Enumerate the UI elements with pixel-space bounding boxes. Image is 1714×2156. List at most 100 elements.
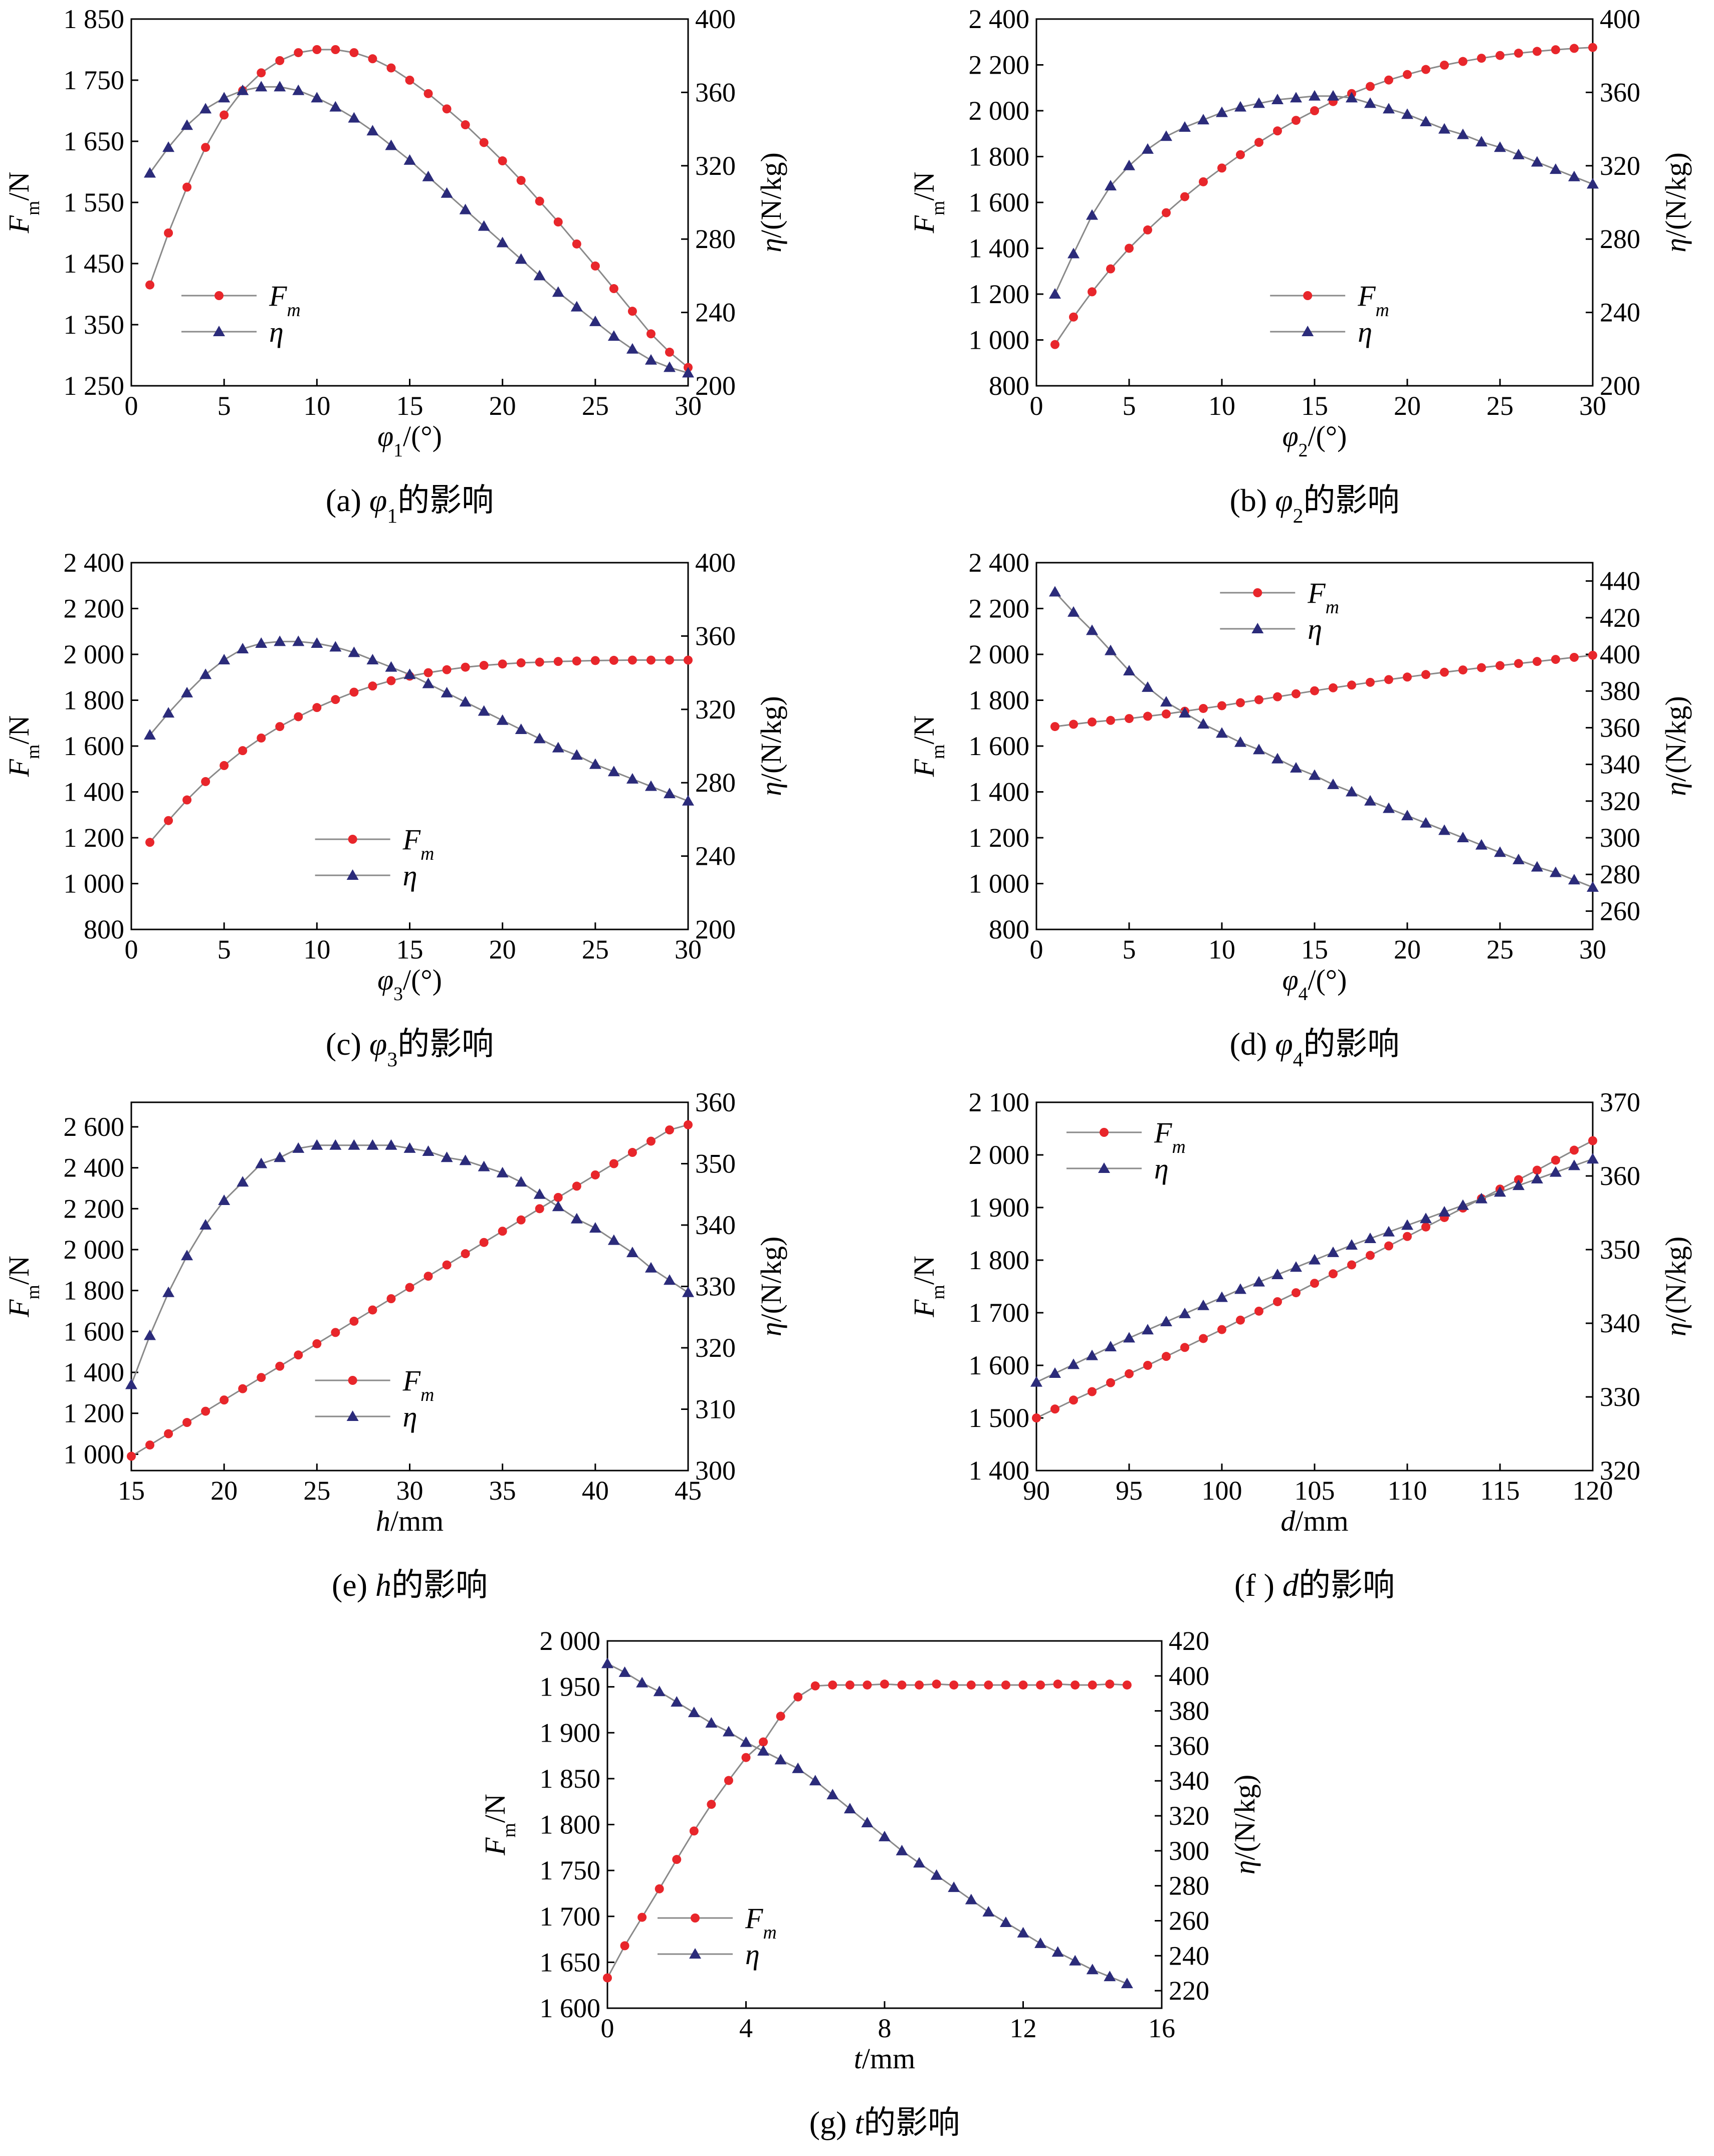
fm-point — [1570, 1145, 1579, 1155]
y-left-tick-label: 2 200 — [969, 594, 1030, 624]
fm-point — [1106, 264, 1115, 274]
fm-point — [1199, 703, 1208, 713]
eta-point — [589, 1222, 601, 1233]
y-left-tick-label: 1 600 — [969, 1350, 1030, 1380]
fm-point — [776, 1712, 785, 1721]
fm-point — [1514, 49, 1523, 58]
y-left-axis-title: Fm/N — [3, 1256, 44, 1318]
fm-point — [312, 703, 322, 712]
y-right-tick-label: 360 — [695, 621, 736, 651]
y-right-tick-label: 360 — [1169, 1731, 1209, 1761]
y-right-axis-title: η/(N/kg) — [1659, 152, 1692, 253]
eta-point — [682, 1286, 694, 1297]
x-tick-label: 15 — [396, 391, 423, 421]
x-tick-label: 25 — [1486, 391, 1514, 421]
fm-point — [1347, 1260, 1356, 1270]
chart-f: 90 95 100 105 110 115 120 1 400 1 500 1 600 1 700 1… — [908, 1087, 1692, 1603]
fm-point — [220, 110, 229, 120]
y-right-tick-label: 300 — [695, 1456, 736, 1486]
eta-point — [1309, 1254, 1321, 1265]
fm-point — [368, 54, 377, 64]
y-left-tick-label: 1 800 — [969, 1245, 1030, 1275]
fm-point — [1069, 312, 1078, 322]
fm-point — [1001, 1680, 1010, 1690]
x-tick-label: 15 — [118, 1476, 145, 1506]
fm-point — [603, 1973, 612, 1983]
eta-point — [1513, 853, 1525, 864]
fm-point — [984, 1680, 993, 1690]
y-left-tick-label: 1 800 — [969, 142, 1030, 172]
x-tick-label: 25 — [582, 934, 609, 965]
fm-point — [1236, 150, 1245, 159]
eta-point — [255, 81, 268, 92]
eta-point — [552, 286, 564, 297]
fm-point — [1477, 663, 1486, 672]
y-left-tick-label: 2 200 — [64, 594, 125, 624]
fm-point — [949, 1680, 959, 1690]
fm-point — [627, 1148, 637, 1157]
series-eta-line — [149, 640, 689, 802]
y-right-tick-label: 260 — [1169, 1905, 1209, 1936]
eta-point — [1494, 1186, 1506, 1197]
eta-point — [199, 1219, 212, 1230]
y-right-tick-label: 420 — [1169, 1626, 1209, 1656]
eta-point — [366, 1139, 379, 1150]
fm-point — [609, 284, 618, 294]
series-fm-line — [1054, 654, 1593, 728]
legend-eta-marker — [346, 869, 359, 880]
eta-point — [1494, 141, 1506, 152]
y-left-tick-label: 800 — [989, 371, 1029, 401]
chart-caption: (c) φ3的影响 — [326, 1026, 494, 1071]
y-right-axis-title: η/(N/kg) — [755, 1237, 787, 1337]
eta-point — [237, 84, 249, 95]
y-left-tick-label: 2 000 — [540, 1626, 601, 1656]
fm-point — [1495, 51, 1505, 60]
fm-point — [1162, 1352, 1171, 1361]
eta-point — [1051, 1946, 1064, 1957]
y-right-tick-label: 280 — [1600, 859, 1640, 889]
eta-point — [218, 1194, 231, 1205]
fm-point — [220, 761, 229, 770]
eta-point — [1587, 1153, 1599, 1164]
eta-point — [533, 733, 546, 744]
legend-fm-label: Fm — [1154, 1116, 1186, 1157]
fm-point — [479, 1238, 489, 1247]
fm-point — [331, 1328, 340, 1337]
y-left-tick-label: 2 400 — [969, 4, 1030, 34]
eta-point — [1550, 163, 1562, 174]
legend-eta-label: η — [1154, 1152, 1169, 1185]
chart-caption: (g) t的影响 — [809, 2105, 960, 2140]
fm-point — [1403, 672, 1412, 682]
fm-point — [637, 1912, 647, 1922]
eta-point — [1364, 97, 1376, 108]
eta-point — [1253, 97, 1265, 108]
fm-point — [572, 1181, 581, 1191]
x-tick-label: 90 — [1023, 1476, 1050, 1506]
fm-point — [145, 280, 155, 290]
fm-point — [1106, 715, 1115, 725]
y-left-tick-label: 1 550 — [64, 187, 125, 217]
y-right-axis-title: η/(N/kg) — [755, 696, 787, 796]
eta-point — [1364, 795, 1376, 806]
legend-eta-label: η — [1308, 613, 1322, 645]
fm-point — [498, 659, 507, 669]
fm-point — [238, 1384, 248, 1393]
fm-point — [1106, 1378, 1115, 1387]
legend-fm-label: Fm — [269, 280, 301, 321]
chart-caption: (e) h的影响 — [332, 1567, 488, 1603]
x-tick-label: 20 — [489, 391, 516, 421]
fm-point — [1217, 701, 1226, 710]
fm-point — [553, 1192, 563, 1202]
eta-point — [663, 361, 676, 372]
fm-point — [423, 668, 433, 677]
fm-point — [1292, 689, 1301, 698]
eta-point — [478, 705, 490, 716]
eta-point — [218, 653, 231, 664]
y-left-axis-title: Fm/N — [908, 1256, 949, 1318]
fm-point — [609, 1159, 618, 1168]
y-right-tick-label: 330 — [1600, 1382, 1640, 1412]
x-tick-label: 15 — [396, 934, 423, 965]
fm-point — [665, 1125, 674, 1135]
eta-point — [552, 1201, 564, 1212]
fm-point — [461, 120, 470, 130]
